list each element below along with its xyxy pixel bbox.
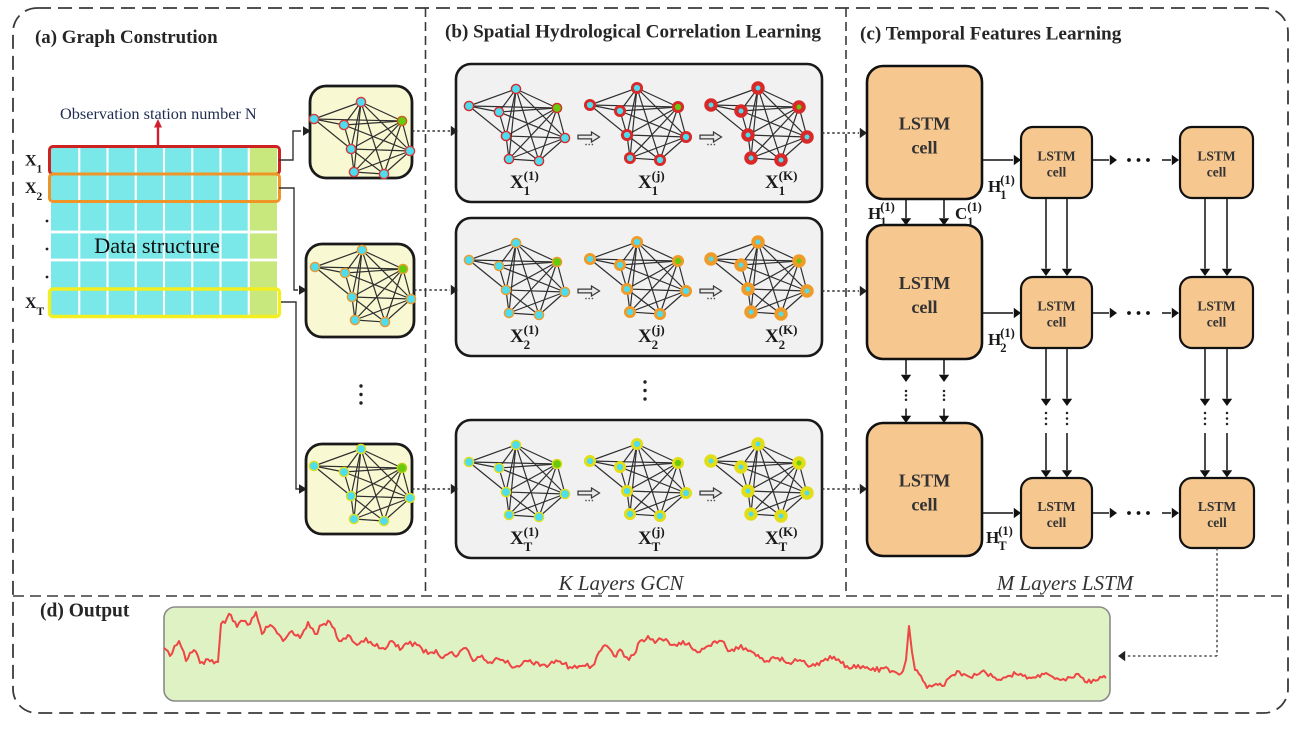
- svg-text:(K): (K): [779, 524, 798, 539]
- svg-text:X: X: [638, 172, 652, 193]
- svg-text:LSTM: LSTM: [1037, 299, 1076, 314]
- svg-text:1: 1: [779, 183, 786, 198]
- svg-text:LSTM: LSTM: [1197, 299, 1236, 314]
- svg-text:cell: cell: [911, 138, 937, 158]
- svg-text:(b) Spatial Hydrological Corre: (b) Spatial Hydrological Correlation Lea…: [445, 22, 821, 43]
- svg-text:X: X: [25, 153, 37, 170]
- svg-text:(1): (1): [967, 200, 982, 214]
- svg-text:1: 1: [880, 215, 886, 229]
- svg-text:(d) Output: (d) Output: [40, 601, 130, 622]
- svg-text:(1): (1): [1000, 173, 1015, 187]
- svg-text:H: H: [988, 177, 1001, 196]
- svg-text:(K): (K): [779, 322, 798, 337]
- svg-text:(a) Graph Constrution: (a) Graph Constrution: [35, 27, 218, 48]
- svg-text:K Layers GCN: K Layers GCN: [558, 571, 685, 595]
- svg-text:1: 1: [967, 215, 973, 229]
- svg-text:cell: cell: [1047, 515, 1067, 530]
- svg-text:M Layers LSTM: M Layers LSTM: [996, 571, 1135, 595]
- svg-text:LSTM: LSTM: [1037, 499, 1076, 514]
- svg-text:H: H: [868, 204, 881, 223]
- svg-text:H: H: [986, 528, 999, 547]
- svg-text:cell: cell: [1047, 315, 1067, 330]
- svg-text:2: 2: [1000, 341, 1006, 355]
- svg-text:X: X: [765, 528, 779, 549]
- svg-text:(j): (j): [652, 524, 665, 539]
- svg-text:cell: cell: [911, 495, 937, 515]
- svg-text:X: X: [25, 295, 37, 312]
- svg-text:(1): (1): [998, 524, 1013, 538]
- svg-text:cell: cell: [1207, 315, 1227, 330]
- svg-text:T: T: [524, 539, 533, 554]
- svg-text:1: 1: [652, 183, 659, 198]
- svg-text:1: 1: [524, 183, 531, 198]
- svg-text:cell: cell: [1207, 515, 1227, 530]
- svg-text:(1): (1): [524, 168, 539, 183]
- svg-text:LSTM: LSTM: [1198, 499, 1237, 514]
- svg-text:H: H: [988, 330, 1001, 349]
- svg-text:X: X: [765, 172, 779, 193]
- svg-text:(1): (1): [524, 524, 539, 539]
- svg-text:cell: cell: [1207, 165, 1227, 180]
- svg-text:(c) Temporal Features Learning: (c) Temporal Features Learning: [860, 24, 1122, 45]
- svg-text:X: X: [25, 180, 37, 197]
- svg-text:LSTM: LSTM: [899, 114, 951, 134]
- svg-text:X: X: [638, 326, 652, 347]
- svg-text:LSTM: LSTM: [1037, 149, 1076, 164]
- svg-text:LSTM: LSTM: [1197, 149, 1236, 164]
- svg-text:cell: cell: [911, 297, 937, 317]
- svg-text:Data structure: Data structure: [94, 233, 220, 258]
- svg-text:T: T: [998, 539, 1007, 553]
- svg-text:1: 1: [1000, 188, 1006, 202]
- svg-text:(1): (1): [880, 200, 895, 214]
- svg-text:2: 2: [37, 191, 43, 203]
- svg-text:C: C: [955, 204, 967, 223]
- svg-text:2: 2: [652, 337, 659, 352]
- svg-text:X: X: [638, 528, 652, 549]
- svg-text:X: X: [765, 326, 779, 347]
- svg-text:(j): (j): [652, 322, 665, 337]
- svg-text:(j): (j): [652, 168, 665, 183]
- svg-text:X: X: [510, 326, 524, 347]
- svg-text:2: 2: [779, 337, 786, 352]
- svg-text:(K): (K): [779, 168, 798, 183]
- svg-text:LSTM: LSTM: [899, 471, 951, 491]
- svg-text:Observation station number N: Observation station number N: [60, 104, 257, 123]
- svg-text:T: T: [779, 539, 788, 554]
- svg-text:X: X: [510, 172, 524, 193]
- svg-text:cell: cell: [1047, 165, 1067, 180]
- svg-text:X: X: [510, 528, 524, 549]
- svg-text:LSTM: LSTM: [899, 273, 951, 293]
- svg-text:T: T: [652, 539, 661, 554]
- svg-text:2: 2: [524, 337, 531, 352]
- svg-text:1: 1: [37, 164, 43, 176]
- svg-text:(1): (1): [1000, 326, 1015, 340]
- svg-text:T: T: [37, 306, 45, 318]
- svg-text:(1): (1): [524, 322, 539, 337]
